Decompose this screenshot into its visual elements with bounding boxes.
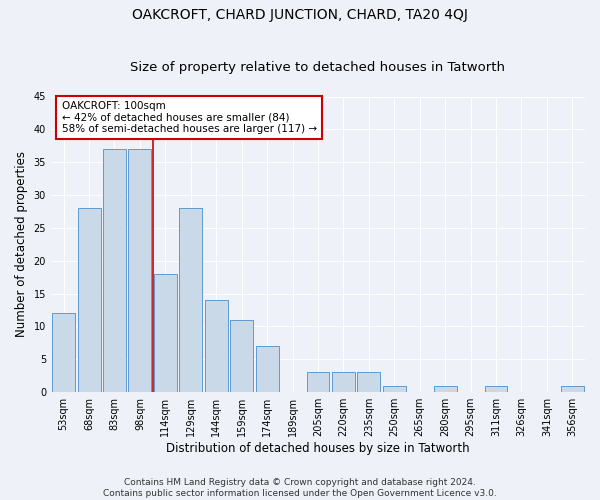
Bar: [256, 346, 278, 392]
Bar: [103, 149, 126, 392]
Text: Contains HM Land Registry data © Crown copyright and database right 2024.
Contai: Contains HM Land Registry data © Crown c…: [103, 478, 497, 498]
Title: Size of property relative to detached houses in Tatworth: Size of property relative to detached ho…: [130, 62, 505, 74]
Bar: [179, 208, 202, 392]
Bar: [205, 300, 227, 392]
Bar: [561, 386, 584, 392]
Bar: [52, 314, 75, 392]
Bar: [383, 386, 406, 392]
Bar: [154, 274, 177, 392]
Text: OAKCROFT: 100sqm
← 42% of detached houses are smaller (84)
58% of semi-detached : OAKCROFT: 100sqm ← 42% of detached house…: [62, 101, 317, 134]
Bar: [332, 372, 355, 392]
Bar: [358, 372, 380, 392]
Bar: [128, 149, 151, 392]
X-axis label: Distribution of detached houses by size in Tatworth: Distribution of detached houses by size …: [166, 442, 470, 455]
Bar: [485, 386, 508, 392]
Bar: [434, 386, 457, 392]
Bar: [77, 208, 101, 392]
Bar: [230, 320, 253, 392]
Bar: [307, 372, 329, 392]
Y-axis label: Number of detached properties: Number of detached properties: [15, 152, 28, 338]
Text: OAKCROFT, CHARD JUNCTION, CHARD, TA20 4QJ: OAKCROFT, CHARD JUNCTION, CHARD, TA20 4Q…: [132, 8, 468, 22]
